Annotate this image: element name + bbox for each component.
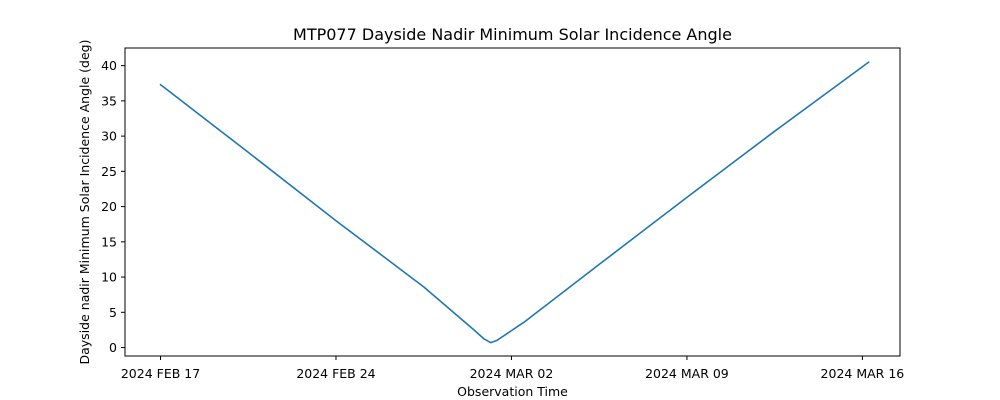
y-tick-label: 35 (101, 93, 117, 108)
series-layer (159, 61, 870, 344)
y-axis-ticks: 0 5 10 15 20 25 30 35 40 (101, 58, 125, 355)
y-tick-label: 15 (101, 234, 117, 249)
x-tick-label: 2024 MAR 02 (470, 366, 554, 381)
y-tick-label: 25 (101, 164, 117, 179)
x-axis-ticks: 2024 FEB 17 2024 FEB 24 2024 MAR 02 2024 MA… (121, 356, 904, 381)
x-axis-label: Observation Time (457, 384, 568, 399)
x-tick-label: 2024 FEB 24 (296, 366, 375, 381)
x-tick-label: 2024 MAR 16 (821, 366, 905, 381)
y-axis-label: Dayside nadir Minimum Solar Incidence An… (77, 40, 92, 365)
x-tick-label: 2024 FEB 17 (121, 366, 200, 381)
y-tick-label: 5 (109, 305, 117, 320)
chart-title: MTP077 Dayside Nadir Minimum Solar Incid… (293, 25, 732, 44)
y-tick-label: 10 (101, 270, 117, 285)
y-tick-label: 40 (101, 58, 117, 73)
x-tick-label: 2024 MAR 09 (645, 366, 729, 381)
series-line-0 (159, 61, 870, 344)
y-tick-label: 30 (101, 129, 117, 144)
plot-frame (124, 47, 901, 357)
y-tick-label: 0 (109, 340, 117, 355)
y-tick-label: 20 (101, 199, 117, 214)
